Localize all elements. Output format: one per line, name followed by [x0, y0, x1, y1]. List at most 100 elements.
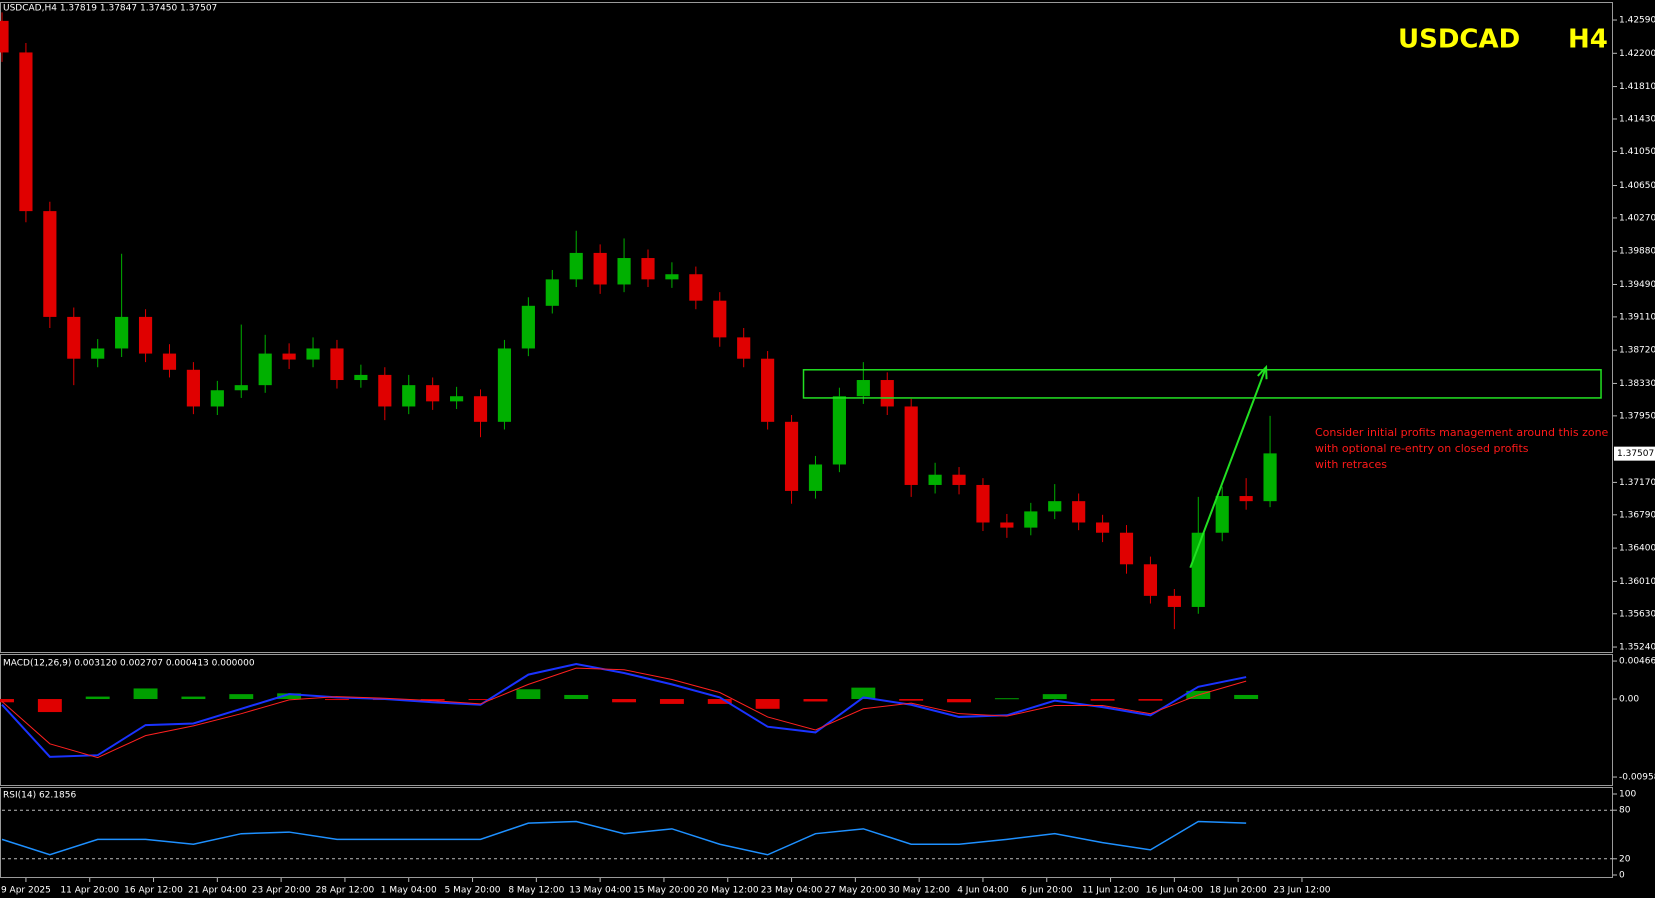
annotation-line: with optional re-entry on closed profits	[1315, 442, 1529, 455]
macd-histogram	[707, 699, 732, 704]
annotation-line: with retraces	[1315, 458, 1387, 471]
projection-arrow	[1189, 366, 1268, 569]
macd-histogram	[181, 696, 206, 700]
candle-body	[306, 348, 320, 360]
x-tick-label: 27 May 20:00	[824, 886, 886, 896]
candle-body	[521, 305, 535, 349]
x-tick-label: 23 May 04:00	[761, 886, 823, 896]
candle-body	[162, 353, 177, 370]
macd-histogram	[803, 699, 828, 702]
candle-body	[880, 380, 894, 407]
macd-histogram	[324, 699, 349, 701]
candle-body	[1119, 532, 1134, 565]
candle-body	[784, 421, 799, 491]
rsi-line	[1, 820, 1247, 856]
x-tick-label: 21 Apr 04:00	[188, 886, 247, 896]
macd-histogram	[851, 687, 876, 700]
candle-body	[138, 316, 153, 354]
macd-histogram	[564, 694, 589, 700]
candle-body	[808, 464, 823, 491]
candle-body	[115, 316, 129, 349]
y-tick-label: 20	[1619, 854, 1631, 864]
candle-body	[91, 348, 105, 359]
macd-panel	[0, 654, 1613, 786]
macd-main-line	[1, 663, 1247, 758]
candle-body	[1263, 453, 1277, 502]
candle-body	[593, 252, 607, 285]
y-tick-label: 0.00	[1619, 695, 1639, 705]
candle-body	[450, 396, 464, 402]
rsi-header: RSI(14) 62.1856	[3, 791, 76, 801]
candle-body	[1143, 564, 1158, 596]
x-tick-label: 23 Jun 12:00	[1273, 886, 1330, 896]
y-tick-label: -0.00958	[1619, 773, 1655, 783]
y-tick-label: 1.36790	[1619, 510, 1655, 520]
macd-histogram	[994, 698, 1019, 700]
y-tick-label: 80	[1619, 806, 1631, 816]
candle-body	[473, 396, 488, 422]
macd-histogram	[420, 699, 445, 701]
x-tick-label: 8 May 12:00	[508, 886, 564, 896]
x-tick-label: 5 May 20:00	[445, 886, 501, 896]
current-price-box	[1614, 446, 1655, 461]
candle-body	[426, 385, 440, 402]
candle-body	[569, 252, 583, 280]
macd-histogram	[755, 699, 780, 709]
x-tick-label: 30 May 12:00	[888, 886, 950, 896]
candle-body	[1024, 511, 1038, 528]
candle-body	[641, 258, 655, 280]
y-tick-label: 1.42590	[1619, 16, 1655, 26]
candle-body	[904, 406, 918, 485]
macd-histogram	[947, 699, 971, 703]
macd-histogram	[1042, 694, 1067, 700]
candle-body	[665, 274, 679, 280]
timeframe-title: H4	[1568, 25, 1608, 55]
candle-body	[210, 390, 224, 407]
macd-histogram	[1138, 699, 1163, 701]
x-tick-label: 1 May 04:00	[381, 886, 437, 896]
candle-body	[1072, 501, 1086, 523]
y-tick-label: 1.42200	[1619, 49, 1655, 59]
symbol-title: USDCAD	[1398, 25, 1520, 55]
x-tick-label: 11 Apr 20:00	[60, 886, 119, 896]
macd-histogram	[1234, 694, 1259, 700]
target-zone	[802, 369, 1602, 399]
y-tick-label: 1.39110	[1619, 312, 1655, 322]
y-tick-label: 1.36400	[1619, 544, 1655, 554]
y-tick-label: 1.40650	[1619, 181, 1655, 191]
candle-body	[67, 316, 81, 359]
y-tick-label: 1.36010	[1619, 577, 1655, 587]
x-tick-label: 16 Jun 04:00	[1146, 886, 1203, 896]
price-panel	[0, 2, 1613, 653]
candle-body	[737, 337, 751, 359]
candle-body	[689, 274, 703, 301]
x-tick-label: 6 Jun 20:00	[1021, 886, 1073, 896]
annotation-line: Consider initial profits management arou…	[1315, 426, 1609, 439]
candle-body	[43, 211, 57, 317]
candle-body	[282, 353, 296, 360]
macd-header: MACD(12,26,9) 0.003120 0.002707 0.000413…	[3, 659, 255, 669]
y-tick-label: 1.39490	[1619, 280, 1655, 290]
candle-body	[402, 385, 416, 407]
y-tick-label: 1.40270	[1619, 213, 1655, 223]
x-tick-label: 23 Apr 20:00	[252, 886, 311, 896]
macd-histogram	[37, 699, 62, 713]
macd-histogram	[612, 699, 637, 703]
candle-body	[1239, 496, 1253, 502]
candle-body	[354, 374, 368, 381]
candle-body	[545, 279, 559, 306]
y-tick-label: 1.39880	[1619, 247, 1655, 257]
candle-body	[976, 484, 990, 523]
candle-body	[19, 52, 33, 212]
candle-body	[832, 396, 846, 465]
y-tick-label: 100	[1619, 790, 1636, 800]
macd-histogram	[899, 699, 924, 701]
y-tick-label: 1.37170	[1619, 478, 1655, 488]
candle-body	[1191, 532, 1205, 607]
candle-body	[330, 348, 344, 381]
x-tick-label: 20 May 12:00	[697, 886, 759, 896]
candle-body	[1215, 496, 1229, 533]
candle-body	[497, 348, 512, 422]
